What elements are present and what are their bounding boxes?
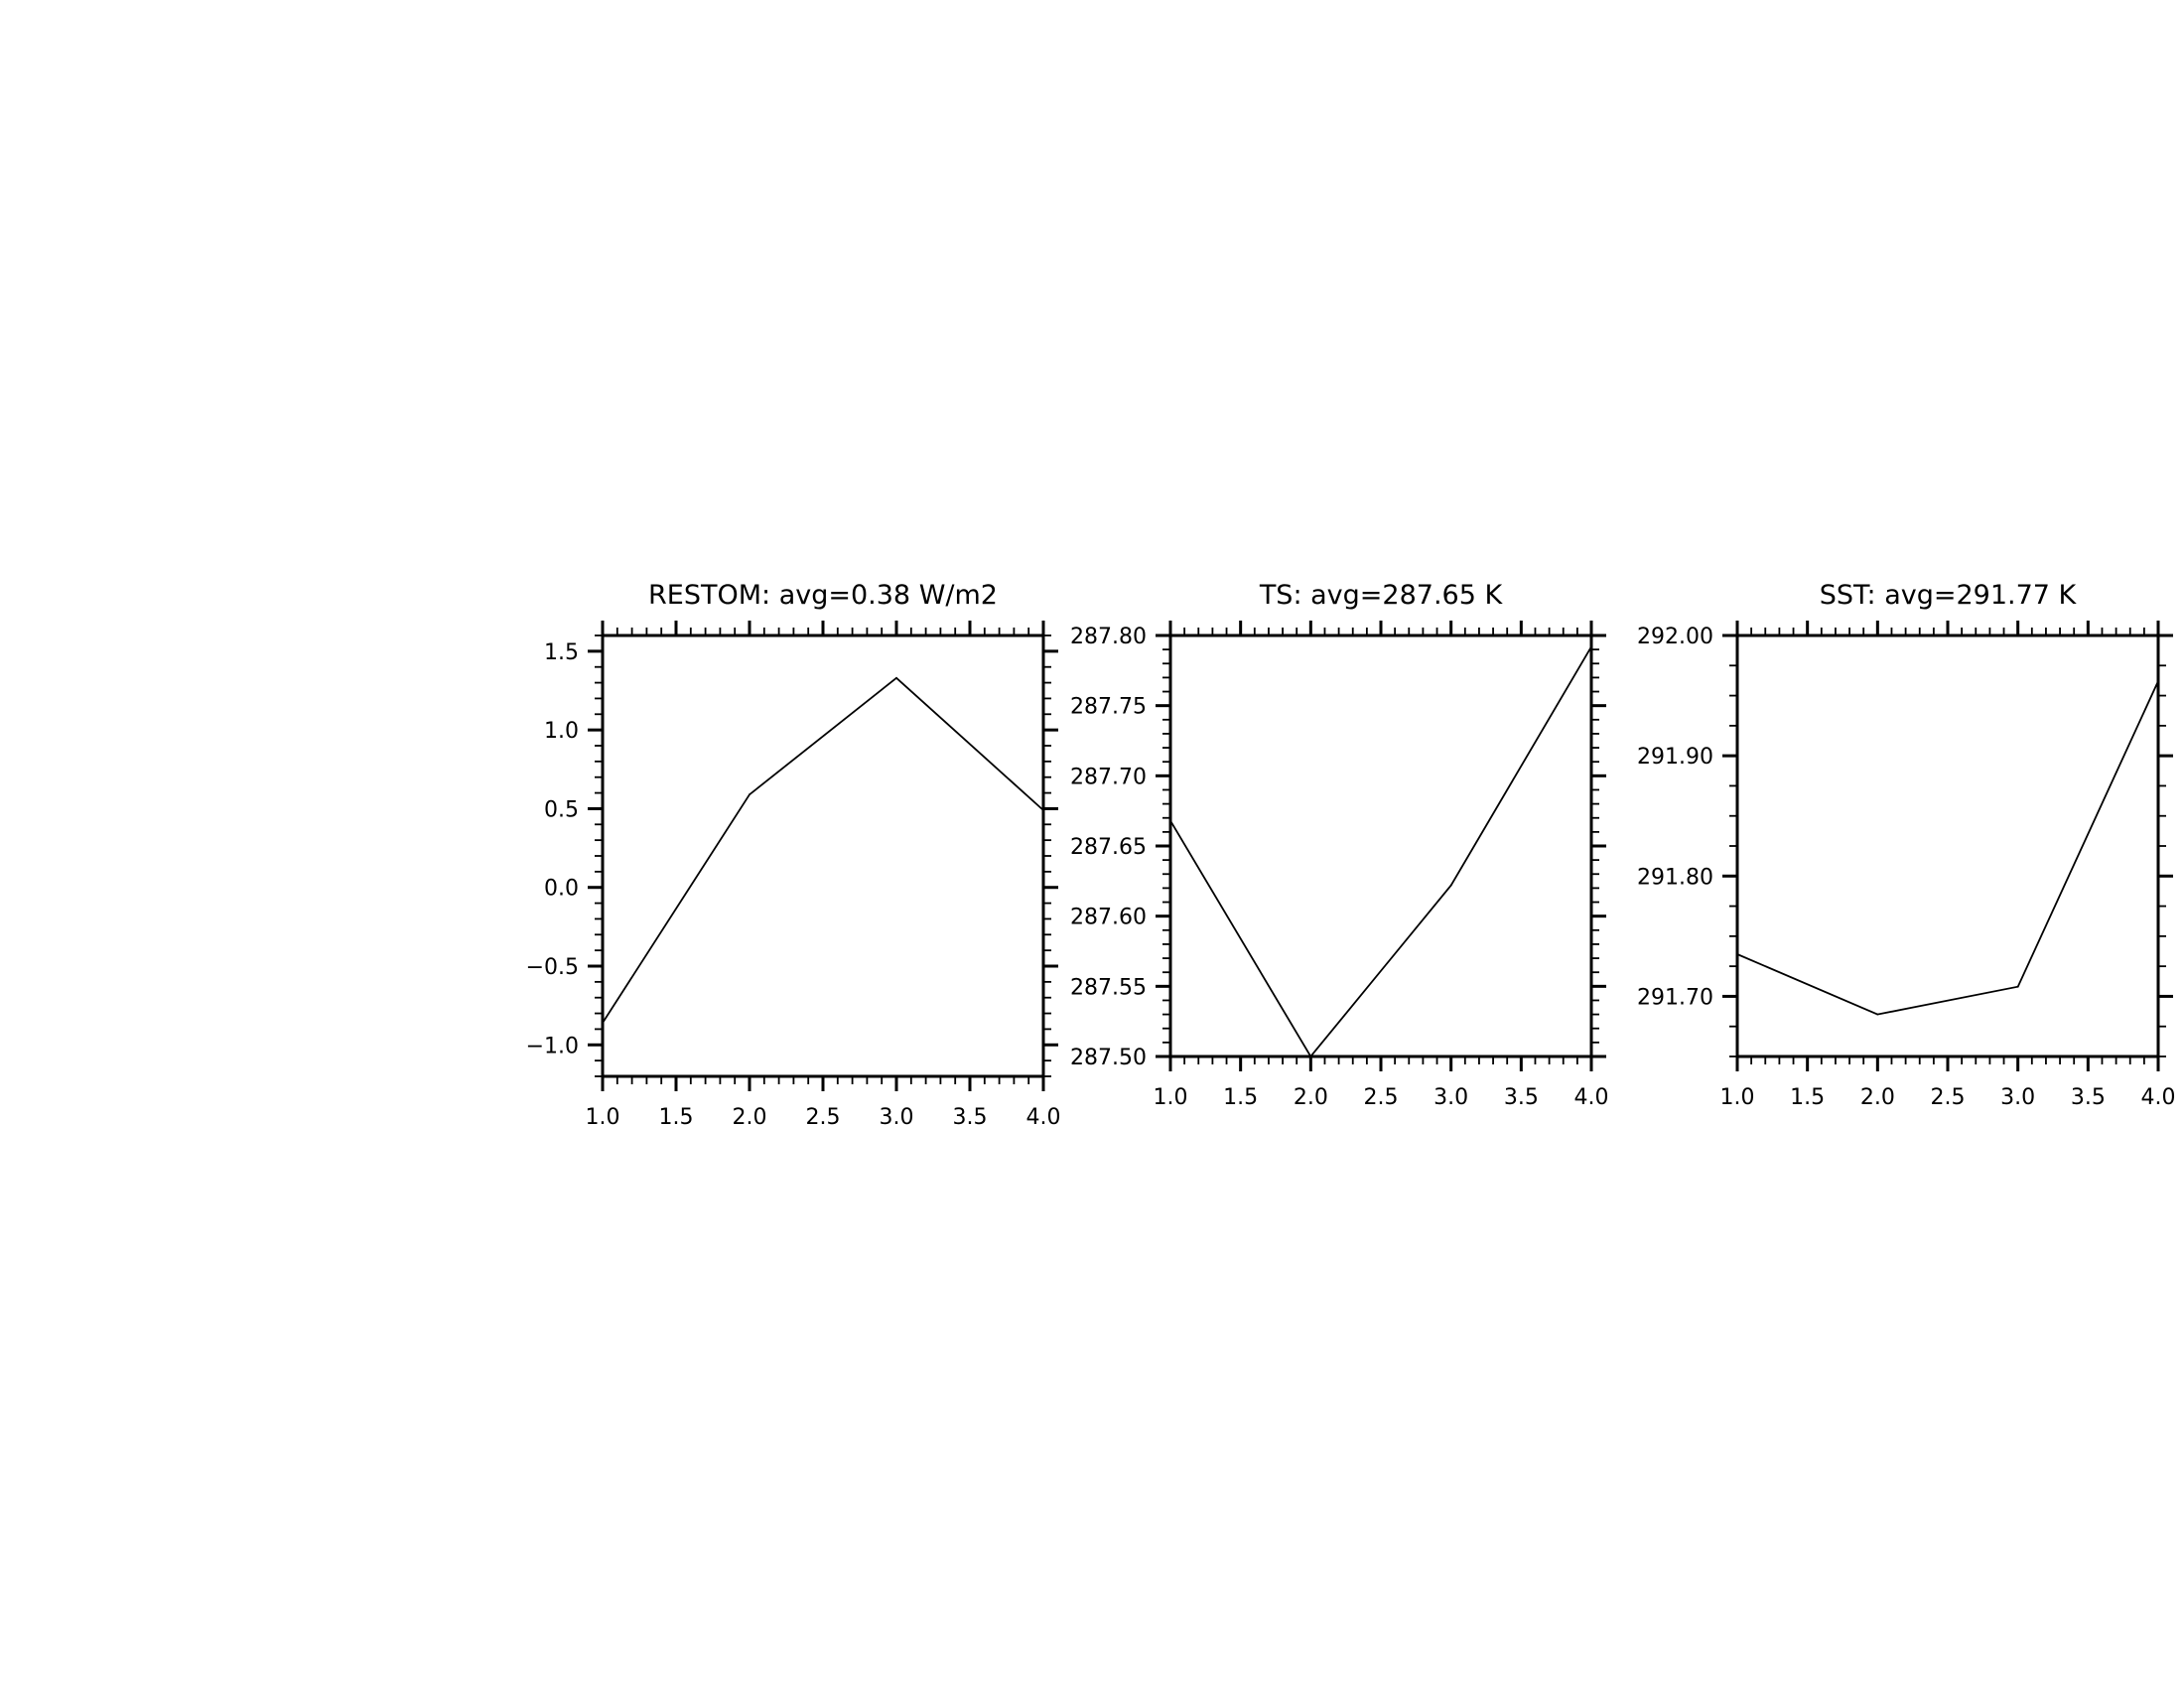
restom-y-tick-label: −0.5 [526, 955, 579, 980]
ts-plot-frame [1168, 633, 1593, 1058]
sst-data-point [1876, 1013, 1879, 1016]
restom-x-tick-label: 2.5 [806, 1105, 841, 1130]
ts-x-tick-label: 3.0 [1433, 1085, 1468, 1110]
sst-x-tick-label: 3.5 [2071, 1085, 2106, 1110]
sst-y-tick-label: 291.80 [1637, 865, 1713, 890]
ts-x-tick-label: 1.5 [1223, 1085, 1258, 1110]
sst-y-tick-label: 292.00 [1637, 625, 1713, 649]
sst-ticks [1722, 621, 2173, 1071]
restom-plot-frame [601, 633, 1045, 1078]
restom-series-line [602, 676, 1044, 1024]
ts-title: TS: avg=287.65 K [1259, 580, 1504, 611]
restom-y-tick-label: 1.5 [544, 640, 579, 665]
restom-data-point [895, 676, 897, 679]
restom-x-tick-label: 3.0 [880, 1105, 914, 1130]
restom-data-point [749, 793, 751, 796]
ts-x-tick-label: 1.0 [1154, 1085, 1188, 1110]
restom-y-tick-label: 1.0 [544, 719, 579, 744]
sst-x-tick-label: 4.0 [2141, 1085, 2176, 1110]
restom-x-tick-label: 3.5 [953, 1105, 988, 1130]
sst-x-tick-label: 2.5 [1931, 1085, 1966, 1110]
ts-x-tick-label: 4.0 [1574, 1085, 1609, 1110]
sst-data-point [2016, 985, 2019, 988]
sst-panel: SST: avg=291.77 K 1.0 1.5 2.0 2.5 3.0 3.5 4.0 … [1637, 580, 2175, 1110]
ts-x-tick-labels: 1.0 1.5 2.0 2.5 3.0 3.5 4.0 [1154, 1085, 1609, 1110]
restom-y-tick-label: 0.0 [544, 877, 579, 902]
ts-y-tick-label: 287.55 [1070, 975, 1147, 1000]
restom-y-tick-label: −1.0 [526, 1034, 579, 1058]
restom-x-tick-labels: 1.0 1.5 2.0 2.5 3.0 3.5 4.0 [586, 1105, 1061, 1130]
ts-y-tick-label: 287.80 [1070, 625, 1147, 649]
ts-y-tick-label: 287.70 [1070, 765, 1147, 789]
restom-x-tick-label: 4.0 [1026, 1105, 1061, 1130]
restom-title: RESTOM: avg=0.38 W/m2 [648, 580, 998, 611]
ts-panel: TS: avg=287.65 K 1.0 1.5 2.0 2.5 3.0 3.5 4.0 2… [1070, 580, 1608, 1110]
sst-x-tick-label: 3.0 [2000, 1085, 2035, 1110]
restom-x-tick-label: 1.0 [586, 1105, 620, 1130]
ts-y-tick-label: 287.60 [1070, 906, 1147, 930]
restom-y-tick-label: 0.5 [544, 797, 579, 822]
restom-y-tick-labels: −1.0 −0.5 0.0 0.5 1.0 1.5 [526, 640, 579, 1058]
sst-x-tick-labels: 1.0 1.5 2.0 2.5 3.0 3.5 4.0 [1720, 1085, 2176, 1110]
ts-y-tick-labels: 287.50 287.55 287.60 287.65 287.70 287.75 287.… [1070, 625, 1147, 1070]
sst-plot-frame [1735, 633, 2160, 1058]
ts-y-tick-label: 287.75 [1070, 695, 1147, 720]
restom-x-tick-label: 1.5 [659, 1105, 694, 1130]
sst-x-tick-label: 1.5 [1790, 1085, 1825, 1110]
sst-y-tick-label: 291.70 [1637, 985, 1713, 1010]
sst-x-tick-label: 1.0 [1720, 1085, 1755, 1110]
ts-data-point [1449, 884, 1452, 887]
ts-series-line [1169, 645, 1592, 1058]
ts-x-tick-label: 2.5 [1364, 1085, 1399, 1110]
sst-title: SST: avg=291.77 K [1820, 580, 2078, 611]
sst-y-tick-label: 291.90 [1637, 745, 1713, 770]
ts-x-tick-label: 2.0 [1294, 1085, 1328, 1110]
sst-series-line [1736, 680, 2159, 1016]
restom-x-tick-label: 2.0 [733, 1105, 767, 1130]
sst-x-tick-label: 2.0 [1860, 1085, 1895, 1110]
sst-y-tick-labels: 291.70 291.80 291.90 292.00 [1637, 625, 1713, 1010]
ts-x-tick-label: 3.5 [1504, 1085, 1539, 1110]
restom-panel: RESTOM: avg=0.38 W/m2 1.0 1.5 2.0 2.5 3.0 3.5… [526, 580, 1061, 1130]
ts-y-tick-label: 287.50 [1070, 1046, 1147, 1070]
ts-y-tick-label: 287.65 [1070, 835, 1147, 860]
